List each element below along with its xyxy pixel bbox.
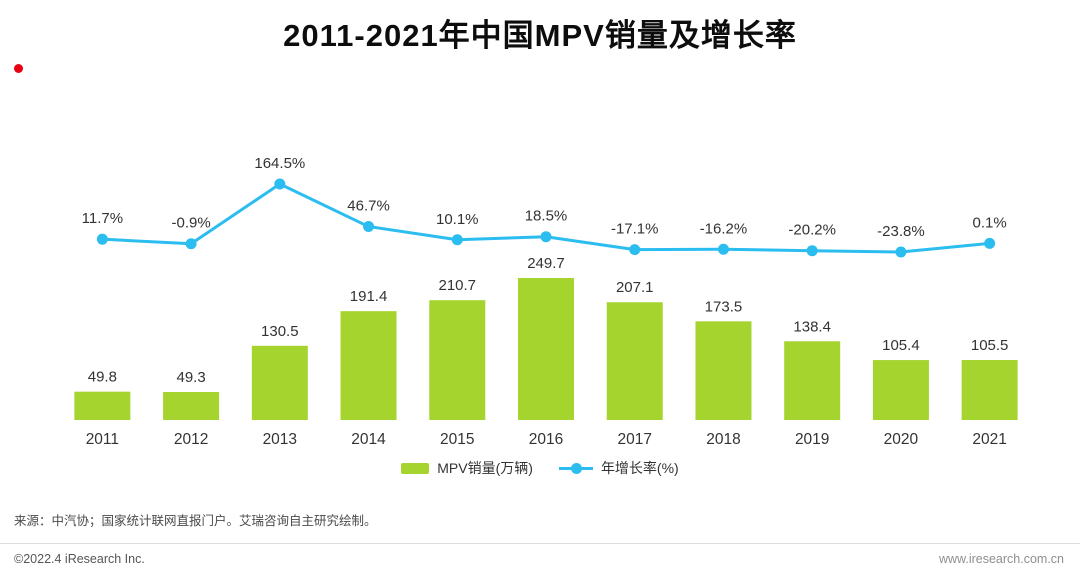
line-swatch-dot-icon	[570, 462, 582, 474]
page-title: 2011-2021年中国MPV销量及增长率	[283, 18, 797, 53]
svg-text:-0.9%: -0.9%	[171, 215, 210, 232]
svg-text:-16.2%: -16.2%	[700, 220, 748, 237]
svg-text:2021: 2021	[972, 431, 1006, 448]
svg-text:-20.2%: -20.2%	[788, 222, 836, 239]
svg-text:138.4: 138.4	[793, 318, 831, 335]
chart-area: 49.8 2011 49.3 2012 130.5 2013 191.4 2014 210.7 2…	[0, 130, 1080, 465]
svg-text:10.1%: 10.1%	[436, 211, 479, 228]
svg-text:2013: 2013	[263, 431, 297, 448]
line-swatch-icon	[558, 462, 593, 474]
svg-text:2020: 2020	[884, 431, 919, 448]
svg-text:2018: 2018	[706, 431, 740, 448]
bar-swatch-icon	[401, 462, 430, 474]
legend-item-bar-series: MPV销量(万辆)	[401, 458, 533, 478]
svg-text:2019: 2019	[795, 431, 829, 448]
svg-text:249.7: 249.7	[527, 255, 565, 272]
copyright-text: ©2022.4 iResearch Inc.	[14, 552, 145, 566]
svg-text:46.7%: 46.7%	[347, 198, 390, 215]
legend-item-line-series: 年增长率(%)	[558, 458, 679, 478]
mpv-sales-growth-chart: 49.8 2011 49.3 2012 130.5 2013 191.4 2014 210.7 2…	[74, 155, 1018, 448]
svg-text:11.7%: 11.7%	[82, 210, 123, 227]
svg-text:191.4: 191.4	[350, 288, 388, 305]
svg-text:2016: 2016	[529, 431, 563, 448]
svg-text:18.5%: 18.5%	[525, 208, 568, 225]
svg-text:0.1%: 0.1%	[973, 214, 1007, 231]
website-link[interactable]: www.iresearch.com.cn	[938, 552, 1064, 566]
chart-legend: MPV销量(万辆) 年增长率(%)	[0, 458, 1080, 478]
svg-text:105.4: 105.4	[882, 337, 920, 354]
footer-divider	[0, 543, 1080, 544]
svg-text:164.5%: 164.5%	[254, 155, 305, 172]
svg-text:-23.8%: -23.8%	[877, 223, 925, 240]
svg-text:130.5: 130.5	[261, 323, 299, 340]
footer-bar: ©2022.4 iResearch Inc. www.iresearch.com…	[14, 552, 1064, 566]
legend-label-bar: MPV销量(万辆)	[437, 460, 533, 476]
svg-text:207.1: 207.1	[616, 279, 654, 296]
legend-label-line: 年增长率(%)	[600, 460, 679, 476]
svg-text:2015: 2015	[440, 431, 474, 448]
svg-text:2014: 2014	[351, 431, 386, 448]
svg-text:49.8: 49.8	[88, 369, 117, 386]
svg-text:2012: 2012	[174, 431, 208, 448]
svg-text:2017: 2017	[617, 431, 651, 448]
source-note: 来源：中汽协；国家统计联网直报门户。艾瑞咨询自主研究绘制。	[14, 514, 377, 528]
svg-text:105.5: 105.5	[971, 337, 1009, 354]
brand-dot-icon	[14, 64, 23, 73]
svg-text:49.3: 49.3	[176, 369, 205, 386]
svg-text:-17.1%: -17.1%	[611, 221, 659, 238]
svg-text:2011: 2011	[86, 431, 119, 448]
svg-text:210.7: 210.7	[438, 277, 476, 294]
svg-text:173.5: 173.5	[705, 298, 743, 315]
